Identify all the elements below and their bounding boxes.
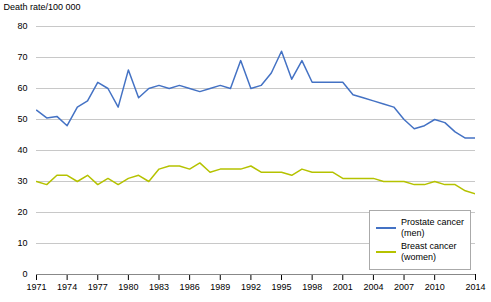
- html-text:Breast cancer (women): Breast cancer (women): [401, 241, 457, 262]
- svg-text:1995: 1995: [272, 282, 292, 292]
- svg-text:1989: 1989: [210, 282, 230, 292]
- svg-text:10: 10: [17, 238, 27, 248]
- svg-text:40: 40: [17, 145, 27, 155]
- svg-text:2004: 2004: [363, 282, 383, 292]
- svg-text:70: 70: [17, 52, 27, 62]
- svg-text:2001: 2001: [333, 282, 353, 292]
- svg-text:1998: 1998: [302, 282, 322, 292]
- svg-text:Death rate/100 000: Death rate/100 000: [4, 2, 81, 12]
- svg-text:2010: 2010: [425, 282, 445, 292]
- svg-text:1992: 1992: [241, 282, 261, 292]
- svg-text:20: 20: [17, 207, 27, 217]
- svg-text:80: 80: [17, 21, 27, 31]
- svg-text:1986: 1986: [180, 282, 200, 292]
- html-text:Prostate cancer (men): Prostate cancer (men): [401, 217, 464, 238]
- svg-text:2014: 2014: [465, 282, 485, 292]
- svg-text:1977: 1977: [88, 282, 108, 292]
- svg-text:1980: 1980: [118, 282, 138, 292]
- svg-text:0: 0: [22, 269, 27, 279]
- svg-text:60: 60: [17, 83, 27, 93]
- svg-text:2007: 2007: [394, 282, 414, 292]
- svg-text:1971: 1971: [26, 282, 46, 292]
- svg-text:1974: 1974: [57, 282, 77, 292]
- svg-text:30: 30: [17, 176, 27, 186]
- svg-text:1983: 1983: [149, 282, 169, 292]
- svg-text:50: 50: [17, 114, 27, 124]
